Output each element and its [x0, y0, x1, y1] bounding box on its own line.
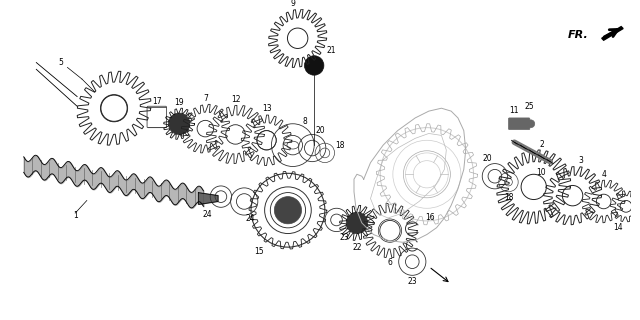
Circle shape [168, 113, 190, 134]
Text: 25: 25 [524, 102, 534, 111]
Circle shape [305, 56, 324, 75]
Text: 17: 17 [152, 97, 162, 106]
Text: 6: 6 [387, 258, 392, 267]
Circle shape [527, 120, 534, 128]
Text: 18: 18 [335, 140, 345, 150]
Text: 8: 8 [302, 117, 307, 126]
Text: 3: 3 [578, 156, 583, 165]
Text: 16: 16 [425, 212, 435, 221]
Text: 24: 24 [245, 214, 255, 223]
Text: 20: 20 [483, 154, 492, 163]
FancyBboxPatch shape [508, 118, 530, 130]
Text: 10: 10 [537, 168, 547, 177]
Text: 23: 23 [339, 233, 349, 242]
Circle shape [346, 212, 367, 234]
Text: 4: 4 [601, 170, 606, 179]
Text: 24: 24 [202, 210, 212, 219]
Text: 18: 18 [504, 193, 513, 202]
Text: 20: 20 [315, 126, 325, 135]
Text: 22: 22 [352, 243, 362, 252]
Text: 11: 11 [509, 106, 519, 115]
Text: FR.: FR. [568, 30, 588, 40]
Text: 21: 21 [327, 46, 337, 55]
Text: 19: 19 [174, 98, 184, 107]
Polygon shape [602, 27, 623, 40]
Text: 2: 2 [539, 140, 544, 149]
Text: 5: 5 [58, 58, 63, 67]
Text: 15: 15 [254, 246, 264, 256]
Text: 14: 14 [613, 223, 623, 232]
Text: 23: 23 [408, 276, 417, 286]
Text: 7: 7 [203, 94, 208, 103]
Polygon shape [198, 193, 218, 204]
Circle shape [275, 196, 301, 224]
Text: 9: 9 [291, 0, 295, 8]
Text: 13: 13 [262, 104, 271, 113]
Text: 1: 1 [73, 211, 77, 220]
Text: 12: 12 [231, 95, 240, 104]
